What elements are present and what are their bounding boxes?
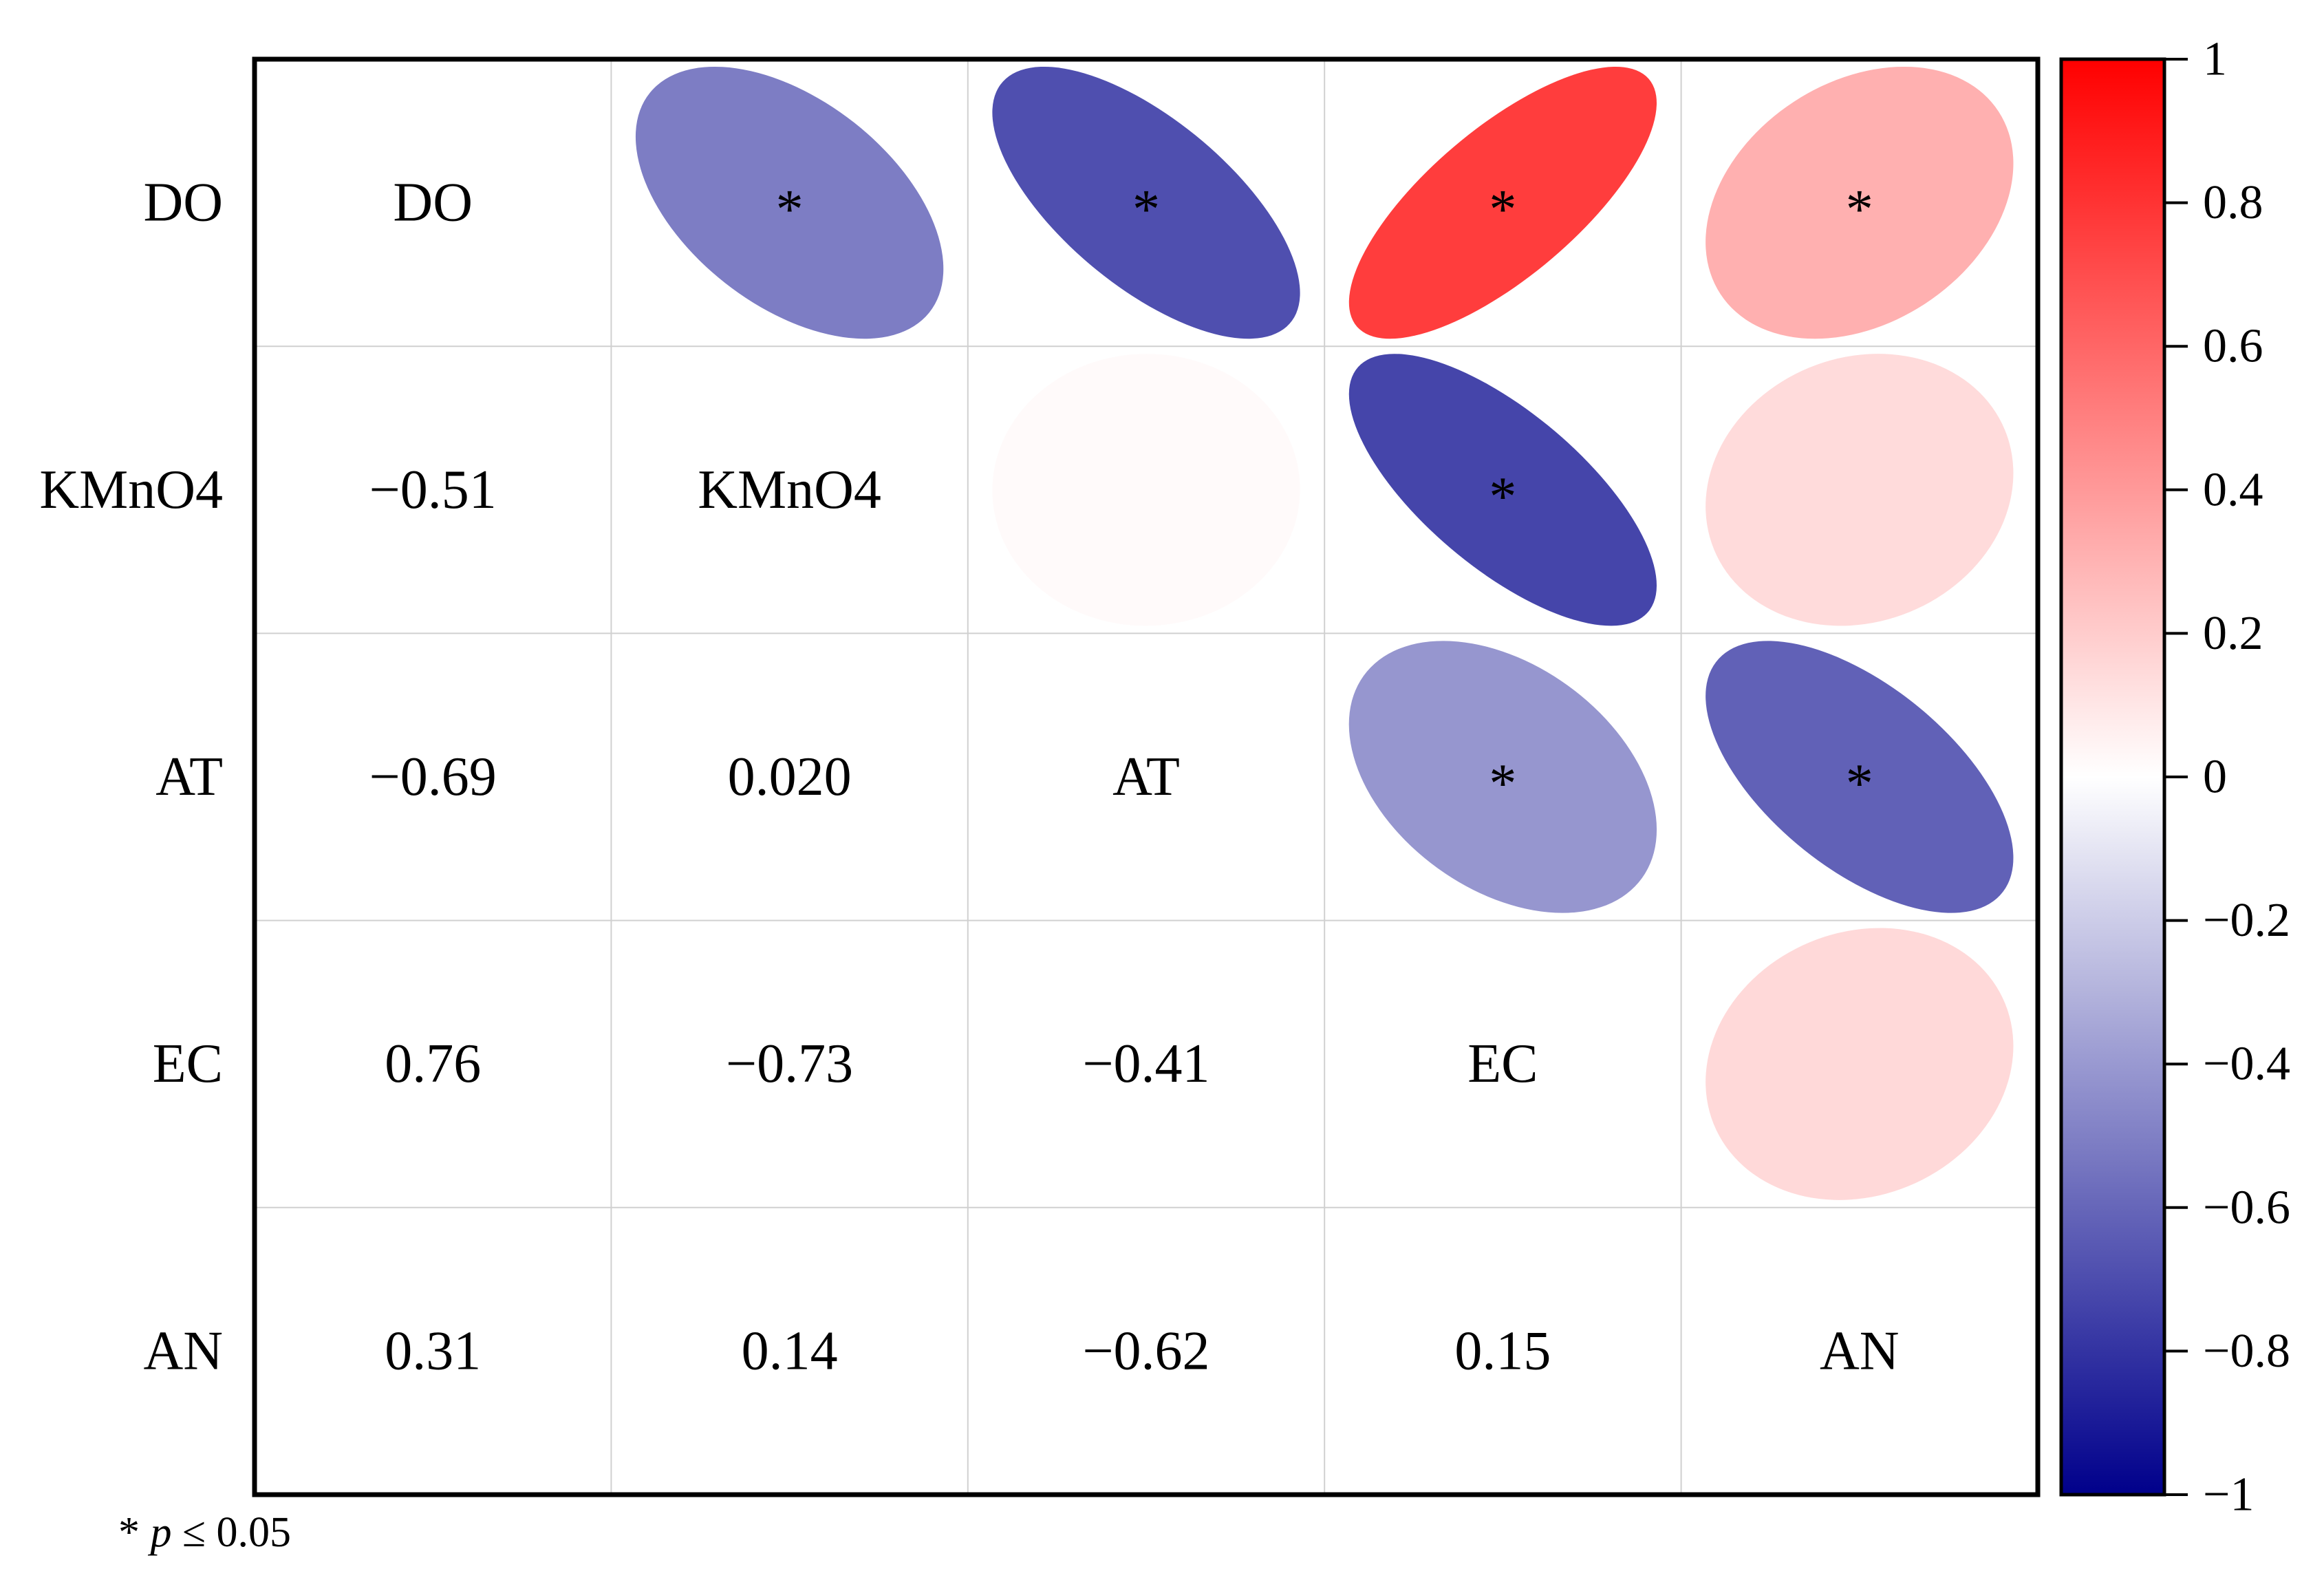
ellipse-group (992, 354, 1300, 626)
coefficient-label: −0.73 (726, 1034, 853, 1094)
coefficient-label: 0.76 (385, 1034, 481, 1094)
ellipse-group (1706, 354, 2014, 626)
correlation-ellipse-AT-EC (1348, 641, 1657, 913)
coefficient-label: 0.14 (742, 1321, 838, 1381)
correlation-ellipse-DO-AT (992, 66, 1300, 339)
colorbar-tick-label: 0.4 (2203, 463, 2263, 516)
row-labels: DO KMnO4 AT EC AN (39, 173, 223, 1382)
significance-star: * (776, 180, 804, 240)
diagonal-labels: DO KMnO4 AT EC AN (393, 173, 1899, 1382)
ellipses: * * * * * * * (635, 66, 2014, 1200)
row-label-AT: AT (155, 747, 223, 807)
ellipse-group (1706, 66, 2014, 339)
footnote-p: p (150, 1509, 172, 1556)
ellipse-group (1348, 67, 1657, 339)
colorbar-tick-label: −1 (2203, 1469, 2254, 1521)
colorbar-tick-label: 0.2 (2203, 607, 2263, 660)
row-label-AN: AN (143, 1321, 223, 1381)
significance-star: * (1489, 754, 1516, 814)
correlation-ellipse-DO-AN (1706, 66, 2014, 339)
colorbar (2059, 57, 2166, 1497)
correlation-ellipse-DO-KMnO4 (635, 66, 944, 339)
correlation-ellipse-KMnO4-AT (992, 354, 1300, 626)
correlation-ellipse-KMnO4-AN (1706, 354, 2014, 626)
row-label-KMnO4: KMnO4 (39, 460, 223, 520)
colorbar-tick-label: 0.8 (2203, 176, 2263, 229)
coefficient-label: 0.15 (1454, 1321, 1551, 1381)
colorbar-ticks: 1 0.8 0.6 0.4 0.2 0 −0.2 −0.4 −0.6 −0.8 −1 (2164, 33, 2290, 1521)
colorbar-tick-label: −0.4 (2203, 1038, 2290, 1091)
diagonal-label-EC: EC (1467, 1034, 1538, 1094)
significance-star: * (1132, 180, 1160, 240)
colorbar-tick-label: 0.6 (2203, 320, 2263, 373)
footnote-condition: ≤ 0.05 (182, 1509, 292, 1556)
significance-star: * (1489, 467, 1516, 527)
coefficient-labels: −0.51 −0.69 0.020 0.76 −0.73 −0.41 0.31 0.14 −0.… (369, 460, 1551, 1382)
coefficient-label: −0.69 (369, 747, 497, 807)
coefficient-label: −0.62 (1082, 1321, 1209, 1381)
significance-star: * (1846, 180, 1873, 240)
diagonal-label-KMnO4: KMnO4 (698, 460, 881, 520)
row-label-EC: EC (153, 1034, 223, 1094)
colorbar-tick-label: −0.8 (2203, 1325, 2290, 1378)
colorbar-tick-label: −0.2 (2203, 894, 2290, 947)
correlation-ellipse-DO-EC (1348, 67, 1657, 339)
row-label-DO: DO (143, 173, 223, 233)
coefficient-label: −0.41 (1082, 1034, 1209, 1094)
ellipse-group (992, 66, 1300, 339)
significance-star: * (1489, 180, 1516, 240)
footnote-star: * (118, 1509, 140, 1556)
ellipse-group (1348, 641, 1657, 913)
diagonal-label-DO: DO (393, 173, 473, 233)
correlation-ellipse-AT-AN (1706, 641, 2014, 913)
colorbar-tick-label: 0 (2203, 751, 2227, 804)
colorbar-tick-label: 1 (2203, 33, 2227, 86)
plot-border (252, 56, 2041, 1497)
ellipse-group (1706, 641, 2014, 913)
significance-star: * (1846, 754, 1873, 814)
diagonal-label-AT: AT (1112, 747, 1180, 807)
coefficient-label: −0.51 (369, 460, 497, 520)
coefficient-label: 0.31 (385, 1321, 481, 1381)
diagonal-label-AN: AN (1820, 1321, 1900, 1381)
colorbar-tick-label: −0.6 (2203, 1181, 2290, 1234)
correlation-ellipse-EC-AN (1706, 928, 2014, 1200)
ellipse-group (1348, 354, 1657, 626)
correlation-ellipse-KMnO4-EC (1348, 354, 1657, 626)
ellipse-group (1706, 928, 2014, 1200)
grid-lines (255, 59, 2038, 1495)
significance-footnote: * p ≤ 0.05 (118, 1508, 291, 1557)
ellipse-group (635, 66, 944, 339)
coefficient-label: 0.020 (728, 747, 852, 807)
